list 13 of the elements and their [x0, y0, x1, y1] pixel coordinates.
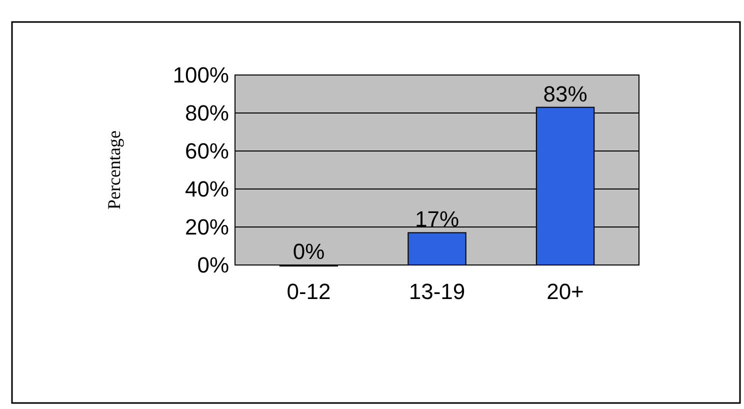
y-tick-label: 0% [197, 252, 229, 278]
y-tick-label: 80% [184, 100, 229, 126]
data-label: 17% [414, 206, 460, 232]
data-label: 0% [292, 239, 325, 264]
y-tick-label: 20% [184, 214, 229, 240]
x-tick-label: 13-19 [408, 279, 466, 304]
y-tick-label: 60% [184, 138, 229, 164]
data-label: 83% [543, 81, 588, 106]
y-tick-label: 40% [184, 176, 229, 202]
x-tick-label: 0-12 [286, 279, 331, 304]
x-tick-label: 20+ [546, 279, 584, 304]
y-tick-label: 100% [172, 62, 229, 88]
y-axis-title: Percentage [104, 130, 124, 210]
